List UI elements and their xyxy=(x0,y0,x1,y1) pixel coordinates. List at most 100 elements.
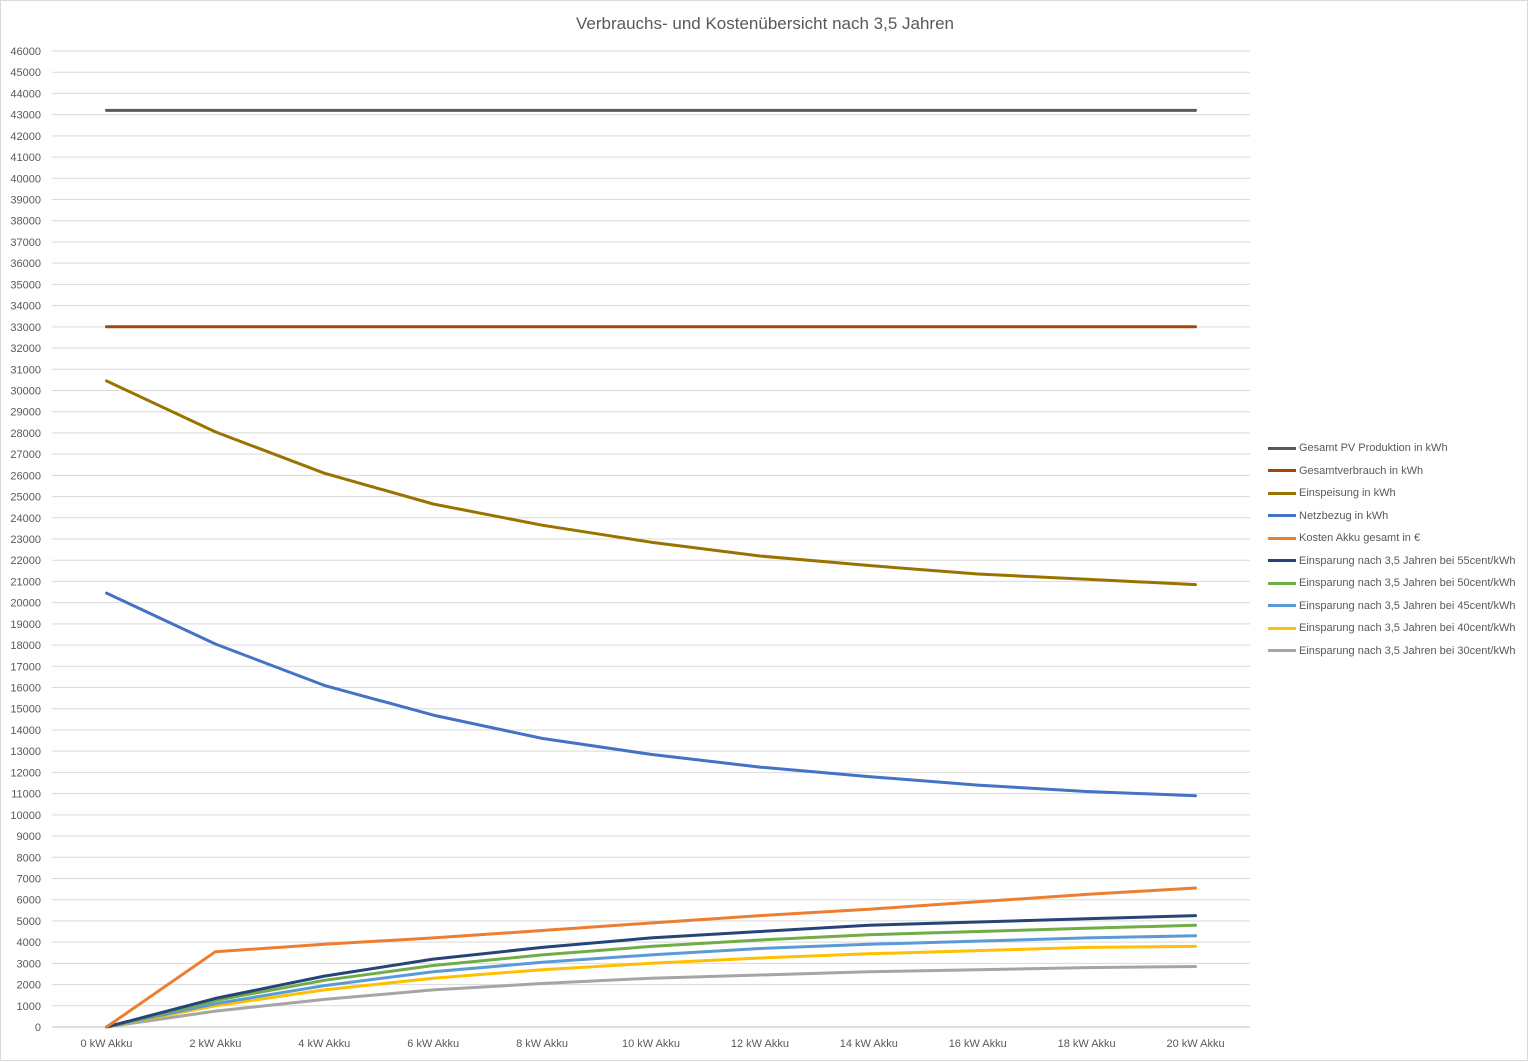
legend-label: Einsparung nach 3,5 Jahren bei 45cent/kW… xyxy=(1299,599,1516,612)
y-tick-label: 16000 xyxy=(10,683,41,695)
x-axis-ticks: 0 kW Akku 2 kW Akku 4 kW Akku 6 kW Akku 8 kW… xyxy=(80,1038,1224,1050)
series-line-2 xyxy=(105,379,1197,587)
y-tick-label: 41000 xyxy=(10,152,41,164)
y-tick-label: 4000 xyxy=(17,937,41,949)
y-tick-label: 0 xyxy=(35,1022,41,1034)
y-tick-label: 26000 xyxy=(10,470,41,482)
y-tick-label: 45000 xyxy=(10,67,41,79)
y-tick-label: 8000 xyxy=(17,852,41,864)
y-tick-label: 23000 xyxy=(10,534,41,546)
y-tick-label: 30000 xyxy=(10,385,41,397)
legend-swatch xyxy=(1268,581,1296,585)
legend-item: Kosten Akku gesamt in € xyxy=(1268,527,1526,550)
y-tick-label: 13000 xyxy=(10,746,41,758)
series-line-3 xyxy=(105,591,1197,798)
y-tick-label: 43000 xyxy=(10,110,41,122)
legend: Gesamt PV Produktion in kWh Gesamtverbrau… xyxy=(1268,437,1526,662)
legend-swatch xyxy=(1268,491,1296,495)
legend-item: Einsparung nach 3,5 Jahren bei 50cent/kW… xyxy=(1268,572,1526,595)
y-axis-ticks: 0 1000 2000 3000 4000 5000 6000 7000 8000 9000 100… xyxy=(10,46,41,1034)
y-tick-label: 7000 xyxy=(17,873,41,885)
y-tick-label: 10000 xyxy=(10,810,41,822)
y-tick-label: 27000 xyxy=(10,449,41,461)
y-tick-label: 1000 xyxy=(17,1001,41,1013)
y-tick-label: 32000 xyxy=(10,343,41,355)
y-tick-label: 12000 xyxy=(10,767,41,779)
y-tick-label: 39000 xyxy=(10,195,41,207)
legend-label: Gesamt PV Produktion in kWh xyxy=(1299,442,1448,455)
series-lines xyxy=(105,108,1197,1029)
y-tick-label: 22000 xyxy=(10,555,41,567)
legend-swatch xyxy=(1268,469,1296,473)
x-tick-label: 20 kW Akku xyxy=(1167,1038,1225,1050)
chart-title: Verbrauchs- und Kostenübersicht nach 3,5… xyxy=(575,14,955,33)
legend-label: Einsparung nach 3,5 Jahren bei 40cent/kW… xyxy=(1299,622,1516,635)
y-tick-label: 2000 xyxy=(17,980,41,992)
x-tick-label: 0 kW Akku xyxy=(80,1038,132,1050)
legend-swatch xyxy=(1268,604,1296,608)
y-tick-label: 28000 xyxy=(10,428,41,440)
y-tick-label: 42000 xyxy=(10,131,41,143)
legend-label: Einsparung nach 3,5 Jahren bei 50cent/kW… xyxy=(1299,577,1516,590)
series-line-5 xyxy=(105,914,1197,1029)
x-tick-label: 14 kW Akku xyxy=(840,1038,898,1050)
series-line-9 xyxy=(105,965,1197,1029)
legend-label: Gesamtverbrauch in kWh xyxy=(1299,464,1424,477)
y-tick-label: 21000 xyxy=(10,576,41,588)
legend-item: Einspeisung in kWh xyxy=(1268,482,1526,505)
gridlines xyxy=(52,50,1250,1028)
series-line-4 xyxy=(105,886,1197,1029)
x-tick-label: 6 kW Akku xyxy=(407,1038,459,1050)
legend-swatch xyxy=(1268,514,1296,518)
y-tick-label: 14000 xyxy=(10,725,41,737)
y-tick-label: 15000 xyxy=(10,704,41,716)
x-tick-label: 12 kW Akku xyxy=(731,1038,789,1050)
y-tick-label: 36000 xyxy=(10,258,41,270)
legend-item: Einsparung nach 3,5 Jahren bei 55cent/kW… xyxy=(1268,550,1526,573)
legend-label: Einspeisung in kWh xyxy=(1299,487,1396,500)
x-tick-label: 2 kW Akku xyxy=(189,1038,241,1050)
y-tick-label: 5000 xyxy=(17,916,41,928)
legend-item: Einsparung nach 3,5 Jahren bei 30cent/kW… xyxy=(1268,640,1526,663)
y-tick-label: 19000 xyxy=(10,619,41,631)
legend-item: Einsparung nach 3,5 Jahren bei 40cent/kW… xyxy=(1268,617,1526,640)
y-tick-label: 3000 xyxy=(17,958,41,970)
y-tick-label: 25000 xyxy=(10,492,41,504)
y-tick-label: 38000 xyxy=(10,216,41,228)
y-tick-label: 20000 xyxy=(10,598,41,610)
y-tick-label: 9000 xyxy=(17,831,41,843)
y-tick-label: 40000 xyxy=(10,173,41,185)
legend-label: Einsparung nach 3,5 Jahren bei 30cent/kW… xyxy=(1299,644,1516,657)
y-tick-label: 35000 xyxy=(10,279,41,291)
y-tick-label: 11000 xyxy=(11,789,41,801)
x-tick-label: 18 kW Akku xyxy=(1058,1038,1116,1050)
series-line-8 xyxy=(105,944,1197,1029)
y-tick-label: 33000 xyxy=(10,322,41,334)
x-tick-label: 16 kW Akku xyxy=(949,1038,1007,1050)
legend-label: Netzbezug in kWh xyxy=(1299,509,1389,522)
x-tick-label: 4 kW Akku xyxy=(298,1038,350,1050)
legend-item: Einsparung nach 3,5 Jahren bei 45cent/kW… xyxy=(1268,595,1526,618)
y-tick-label: 18000 xyxy=(10,640,41,652)
series-line-6 xyxy=(105,923,1197,1029)
legend-label: Kosten Akku gesamt in € xyxy=(1299,532,1421,545)
y-tick-label: 44000 xyxy=(10,88,41,100)
legend-item: Netzbezug in kWh xyxy=(1268,505,1526,528)
legend-label: Einsparung nach 3,5 Jahren bei 55cent/kW… xyxy=(1299,554,1516,567)
y-tick-label: 29000 xyxy=(10,407,41,419)
y-tick-label: 17000 xyxy=(10,661,41,673)
legend-item: Gesamtverbrauch in kWh xyxy=(1268,460,1526,483)
legend-swatch xyxy=(1268,626,1296,630)
y-tick-label: 46000 xyxy=(10,46,41,58)
y-tick-label: 34000 xyxy=(10,301,41,313)
series-line-7 xyxy=(105,934,1197,1029)
y-tick-label: 6000 xyxy=(17,895,41,907)
legend-swatch xyxy=(1268,559,1296,563)
x-tick-label: 8 kW Akku xyxy=(516,1038,568,1050)
legend-swatch xyxy=(1268,649,1296,653)
legend-item: Gesamt PV Produktion in kWh xyxy=(1268,437,1526,460)
legend-swatch xyxy=(1268,536,1296,540)
legend-swatch xyxy=(1268,446,1296,450)
